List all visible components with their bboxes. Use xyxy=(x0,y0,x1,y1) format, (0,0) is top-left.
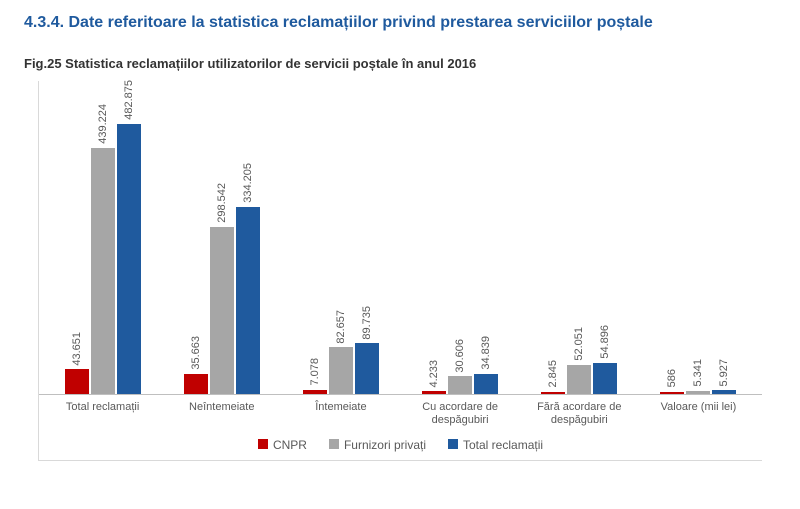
bar-value-label: 43.651 xyxy=(71,332,83,366)
x-axis-label: Cu acordare de despăgubiri xyxy=(401,401,520,429)
chart-plot-area: 43.651439.224482.87535.663298.542334.205… xyxy=(39,95,762,395)
heading-number: 4.3.4. xyxy=(24,14,64,31)
x-axis-label: Fără acordare de despăgubiri xyxy=(520,401,639,429)
x-axis-label: Total reclamații xyxy=(43,401,162,429)
bar-column: 334.205 xyxy=(236,163,260,394)
bar-group: 4.233 30.606 34.839 xyxy=(401,336,520,393)
bar xyxy=(712,390,736,393)
bar-column: 586 xyxy=(660,369,684,393)
bar-value-label: 334.205 xyxy=(242,163,254,203)
bar-value-label: 30.606 xyxy=(454,339,466,373)
legend-item: CNPR xyxy=(258,438,307,452)
bar-value-label: 298.542 xyxy=(216,183,228,223)
bar-value-label: 5.341 xyxy=(692,359,704,387)
bar-column: 2.845 xyxy=(541,360,565,394)
chart-x-axis: Total reclamațiiNeîntemeiateÎntemeiateCu… xyxy=(39,395,762,429)
bar-column: 30.606 xyxy=(448,339,472,394)
bar-value-label: 82.657 xyxy=(335,310,347,344)
bar-group: 35.663 298.542 334.205 xyxy=(162,163,281,394)
bar-value-label: 7.078 xyxy=(309,358,321,386)
bar xyxy=(567,365,591,394)
figure-caption: Fig.25 Statistica reclamațiilor utilizat… xyxy=(0,38,800,81)
bar xyxy=(117,124,141,394)
bar-column: 52.051 xyxy=(567,327,591,394)
legend-label: Furnizori privați xyxy=(344,438,426,452)
bar xyxy=(541,392,565,394)
bar-column: 5.341 xyxy=(686,359,710,394)
bar-column: 35.663 xyxy=(184,336,208,394)
chart-legend: CNPR Furnizori privați Total reclamații xyxy=(39,428,762,460)
legend-swatch xyxy=(448,439,458,449)
heading-text: Date referitoare la statistica reclamați… xyxy=(68,14,652,31)
bar xyxy=(65,369,89,393)
bar-value-label: 4.233 xyxy=(428,360,440,388)
bar xyxy=(355,343,379,393)
bar-value-label: 34.839 xyxy=(480,336,492,370)
legend-label: Total reclamații xyxy=(463,438,543,452)
bar xyxy=(329,347,353,393)
bar-value-label: 54.896 xyxy=(599,325,611,359)
legend-item: Furnizori privați xyxy=(329,438,426,452)
legend-swatch xyxy=(258,439,268,449)
bar xyxy=(210,227,234,394)
bar xyxy=(660,392,684,394)
bar-value-label: 586 xyxy=(666,369,678,387)
bar-value-label: 2.845 xyxy=(547,360,559,388)
bar-value-label: 52.051 xyxy=(573,327,585,361)
bar-group: 43.651 439.224 482.875 xyxy=(43,80,162,394)
bar-column: 482.875 xyxy=(117,80,141,394)
bar xyxy=(474,374,498,393)
bar-column: 5.927 xyxy=(712,359,736,394)
bar-column: 439.224 xyxy=(91,104,115,393)
bar-column: 4.233 xyxy=(422,360,446,394)
x-axis-label: Întemeiate xyxy=(281,401,400,429)
bar-value-label: 5.927 xyxy=(718,359,730,387)
bar-column: 54.896 xyxy=(593,325,617,393)
bar-column: 82.657 xyxy=(329,310,353,394)
bar-column: 43.651 xyxy=(65,332,89,394)
bar-value-label: 482.875 xyxy=(123,80,135,120)
bar xyxy=(593,363,617,394)
bar-column: 7.078 xyxy=(303,358,327,393)
bar xyxy=(184,374,208,394)
bar xyxy=(448,376,472,393)
bar-group: 2.845 52.051 54.896 xyxy=(520,325,639,393)
bar-group: 586 5.341 5.927 xyxy=(639,359,758,394)
bar-value-label: 35.663 xyxy=(190,336,202,370)
bar-column: 34.839 xyxy=(474,336,498,393)
bar-column: 89.735 xyxy=(355,306,379,394)
bar-value-label: 89.735 xyxy=(361,306,373,340)
bar xyxy=(91,148,115,394)
bar xyxy=(303,390,327,394)
bar xyxy=(686,391,710,394)
bar xyxy=(236,207,260,394)
x-axis-label: Valoare (mii lei) xyxy=(639,401,758,429)
bar-group: 7.078 82.657 89.735 xyxy=(281,306,400,394)
legend-item: Total reclamații xyxy=(448,438,543,452)
bar-chart: 43.651 439.224 482.875 35.663 298.542 334.205… xyxy=(38,81,762,462)
bar-value-label: 439.224 xyxy=(97,104,109,144)
bar xyxy=(422,391,446,393)
x-axis-label: Neîntemeiate xyxy=(162,401,281,429)
legend-label: CNPR xyxy=(273,438,307,452)
legend-swatch xyxy=(329,439,339,449)
section-heading: 4.3.4. Date referitoare la statistica re… xyxy=(0,0,800,38)
bar-column: 298.542 xyxy=(210,183,234,394)
